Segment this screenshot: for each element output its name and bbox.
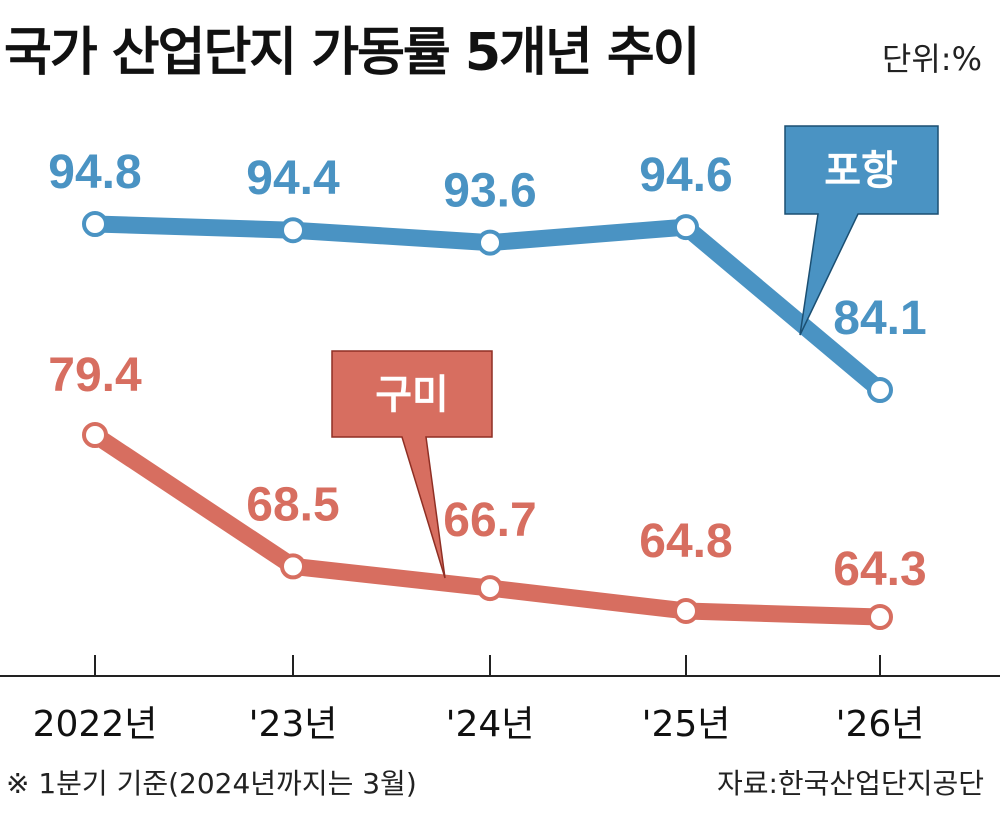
chart-title: 국가 산업단지 가동률 5개년 추이	[4, 23, 701, 83]
data-label: 64.3	[833, 543, 926, 596]
data-label: 93.6	[443, 165, 536, 218]
data-point	[673, 597, 699, 624]
data-label: 84.1	[833, 292, 926, 345]
data-label: 94.6	[639, 149, 732, 202]
data-point	[280, 217, 306, 244]
data-label: 66.7	[443, 494, 536, 547]
data-point	[280, 553, 306, 580]
data-point	[867, 604, 893, 630]
data-point	[867, 377, 893, 403]
data-label: 94.8	[48, 146, 141, 199]
unit-label: 단위:%	[881, 40, 982, 78]
x-tick-label: '25년	[642, 704, 731, 745]
x-tick-label: '23년	[249, 704, 338, 745]
data-point	[477, 229, 503, 256]
data-label: 94.4	[246, 152, 340, 205]
pohang-callout	[784, 125, 939, 336]
data-label: 68.5	[246, 478, 339, 531]
data-label: 79.4	[48, 349, 142, 402]
data-label: 64.8	[639, 515, 732, 568]
x-tick-label: '26년	[836, 704, 925, 745]
series-label-gumi: 구미	[375, 372, 449, 418]
data-point	[82, 422, 108, 448]
data-point	[477, 575, 503, 602]
series-label-pohang: 포항	[824, 148, 898, 194]
data-point	[82, 211, 108, 237]
source-note: 자료:한국산업단지공단	[716, 767, 984, 800]
gumi-callout	[331, 350, 493, 579]
x-tick-label: 2022년	[33, 704, 158, 745]
footnote: ※ 1분기 기준(2024년까지는 3월)	[6, 767, 417, 800]
data-point	[673, 214, 699, 241]
x-tick-label: '24년	[446, 704, 535, 745]
